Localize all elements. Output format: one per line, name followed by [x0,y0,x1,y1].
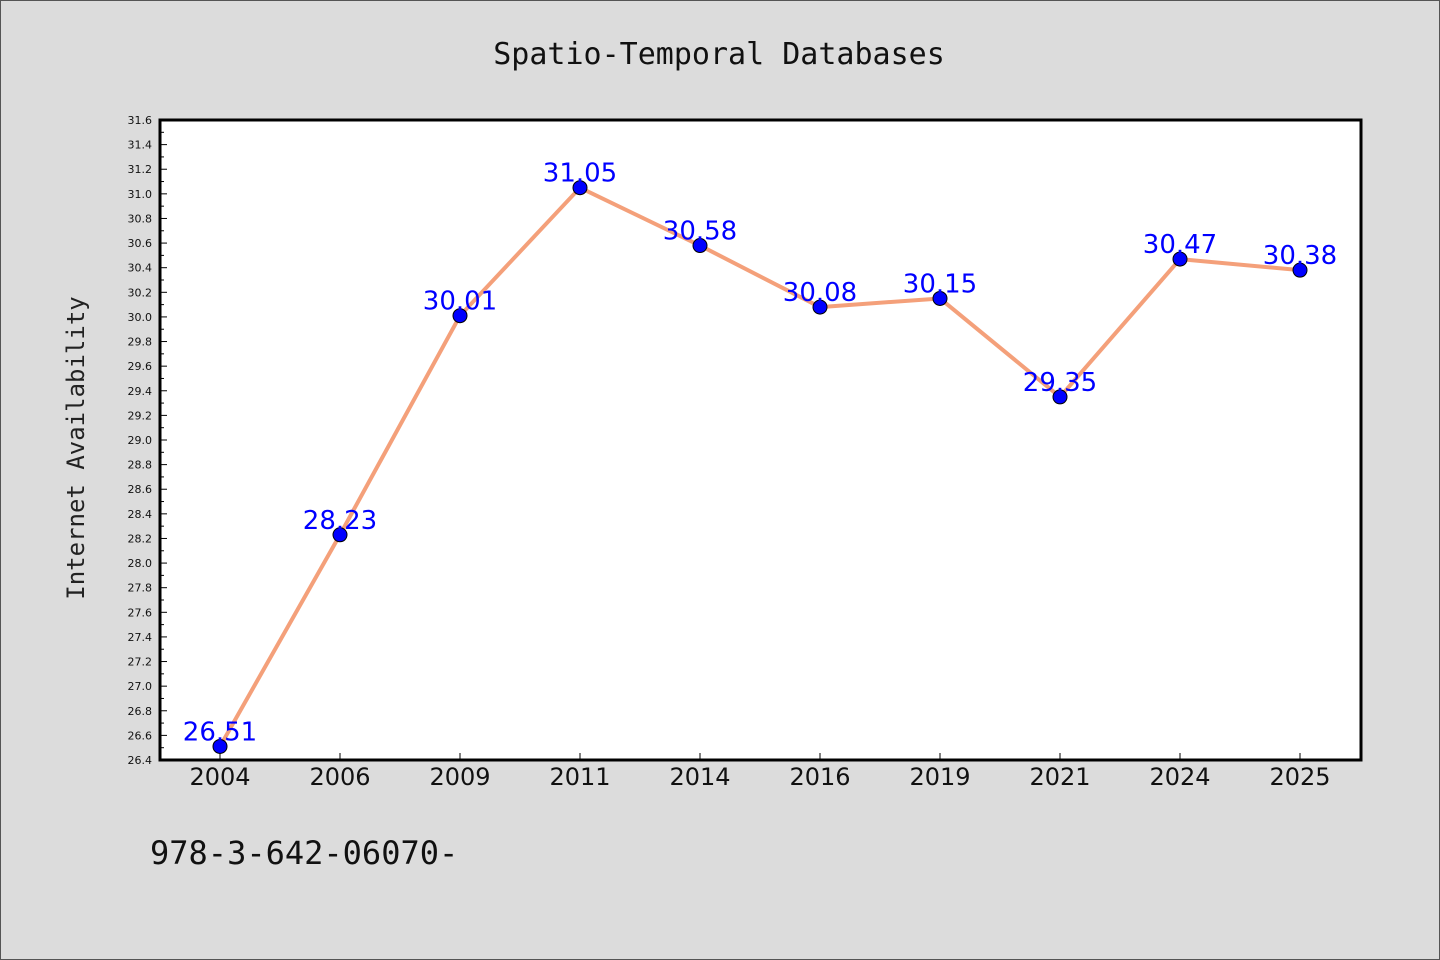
data-point [572,180,588,196]
y-tick-label: 26.8 [128,705,153,718]
y-tick-label: 30.2 [128,286,153,299]
y-tick-label: 29.8 [128,336,153,349]
chart-title: Spatio-Temporal Databases [493,37,945,72]
data-label: 30.38 [1263,241,1337,271]
data-label: 28.23 [303,506,377,536]
y-tick-label: 26.6 [128,729,153,742]
data-label: 30.08 [783,278,857,308]
x-tick-label: 2014 [669,763,730,791]
data-point [332,527,348,543]
data-label: 30.47 [1143,230,1217,260]
y-tick-label: 28.6 [128,483,153,496]
y-tick-label: 27.2 [128,656,153,669]
data-label: 29.35 [1023,368,1097,398]
y-tick-label: 28.4 [128,508,153,521]
data-labels: 26.51 28.23 30.01 31.05 30.58 30.08 30.15 29.35… [183,159,1337,748]
x-tick-label: 2011 [549,763,610,791]
footer-text: 978-3-642-06070- [150,834,458,872]
y-tick-label: 30.8 [128,212,153,225]
x-tick-label: 2009 [429,763,490,791]
x-tick-label: 2024 [1149,763,1210,791]
y-tick-label: 30.0 [128,311,153,324]
x-tick-label: 2016 [789,763,850,791]
y-tick-label: 29.0 [128,434,153,447]
x-tick-label: 2006 [309,763,370,791]
x-tick-label: 2021 [1029,763,1090,791]
y-tick-label: 31.6 [128,114,153,127]
data-point [1052,389,1068,405]
y-tick-label: 26.4 [128,754,153,767]
y-tick-label: 29.2 [128,409,153,422]
x-tick-label: 2019 [909,763,970,791]
y-tick-label: 27.0 [128,680,153,693]
x-tick-label: 2025 [1269,763,1330,791]
data-point [812,299,828,315]
y-axis-label: Internet Availability [62,296,90,599]
data-point [1292,262,1308,278]
data-label: 30.15 [903,269,977,299]
plot-area [158,118,1363,762]
y-tick-label: 31.0 [128,188,153,201]
y-tick-label: 28.8 [128,459,153,472]
x-tick-label: 2004 [189,763,250,791]
y-tick-label: 29.4 [128,385,153,398]
y-tick-label: 29.6 [128,360,153,373]
x-axis: 2004 2006 2009 2011 2014 2016 2019 2021 2024 2025 [189,753,1331,791]
y-tick-label: 27.8 [128,582,153,595]
y-axis: 26.4 26.6 26.8 27.0 27.2 27.4 27.6 27.8 28.0 28.2… [128,114,167,767]
series-line [218,185,1301,748]
y-tick-label: 31.2 [128,163,153,176]
y-tick-label: 28.2 [128,532,153,545]
data-series [212,180,1308,754]
data-point [692,238,708,254]
data-label: 26.51 [183,717,257,747]
y-tick-label: 28.0 [128,557,153,570]
y-tick-label: 30.6 [128,237,153,250]
data-label: 30.01 [423,287,497,317]
data-point [452,308,468,324]
y-tick-label: 30.4 [128,262,153,275]
data-point [1172,251,1188,267]
data-label: 31.05 [543,159,617,189]
data-label: 30.58 [663,217,737,247]
data-point [932,290,948,306]
y-tick-label: 27.4 [128,631,153,644]
data-point [212,738,228,754]
y-tick-label: 27.6 [128,606,153,619]
y-tick-label: 31.4 [128,139,153,152]
